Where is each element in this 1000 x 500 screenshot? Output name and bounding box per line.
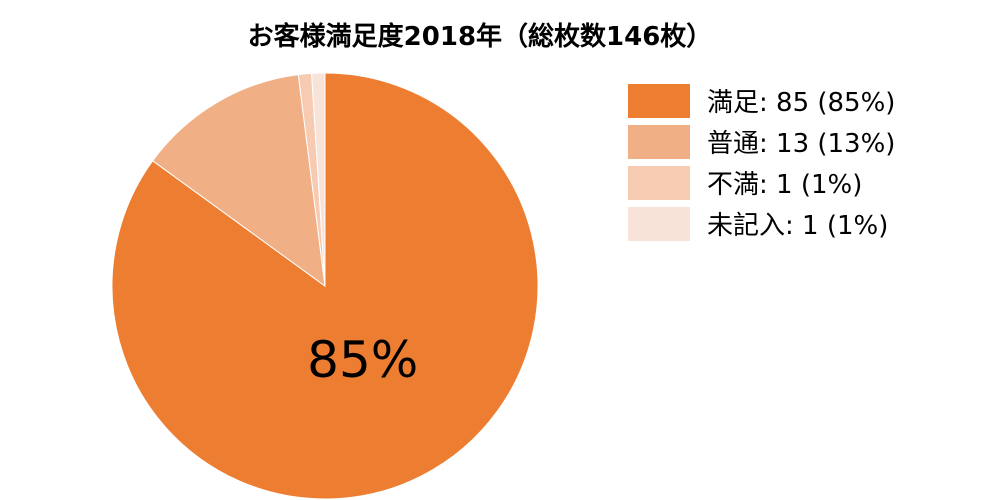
- pie-data-label-1: 85%: [307, 331, 418, 389]
- legend-item-3: 不満: 1 (1%): [628, 162, 968, 203]
- legend-item-2: 普通: 13 (13%): [628, 121, 968, 162]
- legend-label-3: 不満: 1 (1%): [707, 170, 863, 200]
- legend-swatch-2: [628, 124, 690, 159]
- legend: 満足: 85 (85%) 普通: 13 (13%) 不満: 1 (1%) 未記入: 1…: [628, 80, 968, 244]
- pie-slice-4: [311, 72, 326, 287]
- pie-slice-2: [151, 74, 326, 288]
- legend-item-4: 未記入: 1 (1%): [628, 203, 968, 244]
- legend-swatch-3: [628, 165, 690, 200]
- legend-swatch-1: [628, 83, 690, 118]
- legend-label-4: 未記入: 1 (1%): [707, 211, 889, 241]
- pie-slices: [111, 72, 539, 500]
- legend-label-2: 普通: 13 (13%): [707, 129, 896, 159]
- legend-item-1: 満足: 85 (85%): [628, 80, 968, 121]
- legend-label-1: 満足: 85 (85%): [707, 88, 896, 118]
- legend-swatch-4: [628, 206, 690, 241]
- pie-data-labels: 85%: [307, 331, 418, 389]
- chart-title: お客様満足度2018年（総枚数146枚）: [247, 22, 713, 52]
